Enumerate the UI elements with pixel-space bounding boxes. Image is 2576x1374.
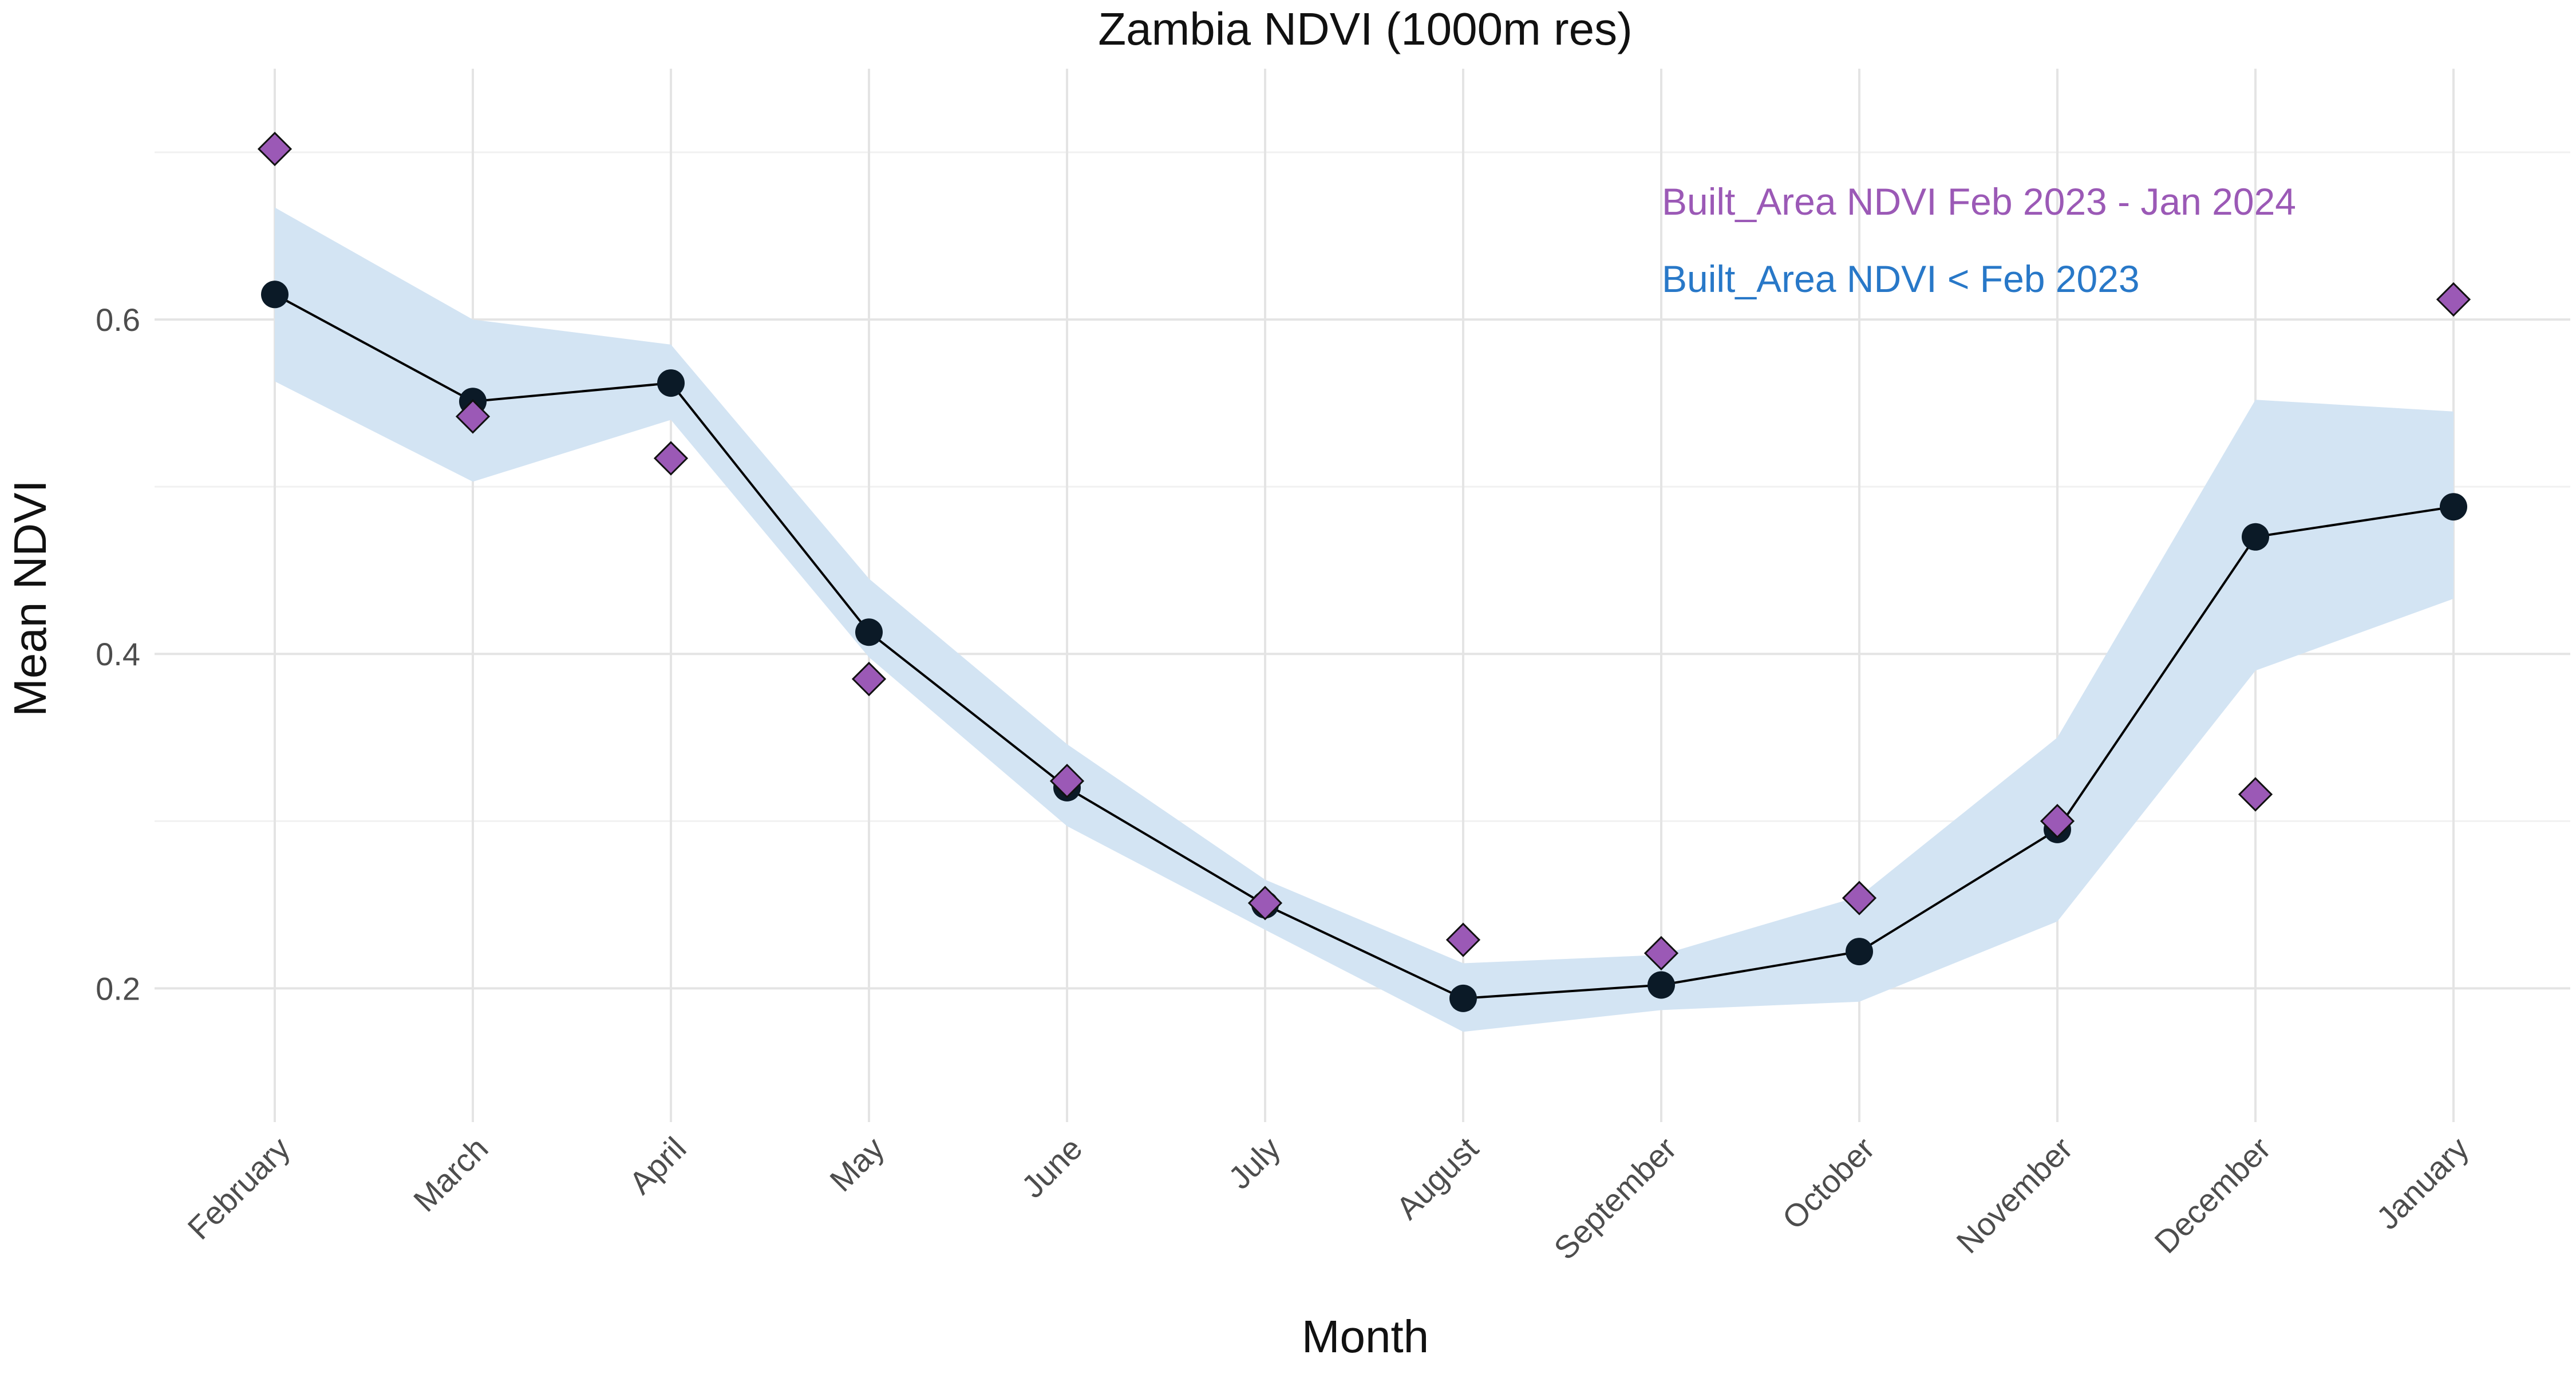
current-point [1445,922,1481,957]
current-point [257,132,293,167]
baseline-point [1449,984,1477,1012]
x-tick-label: August [1389,1130,1485,1226]
baseline-series-line [274,293,2454,1000]
series-lines [274,293,2454,1000]
data-points [257,132,2471,1012]
current-point [455,399,491,434]
legend-label-baseline: Built_Area NDVI < Feb 2023 [1662,258,2140,300]
x-tick-label: June [1014,1130,1089,1205]
x-tick-label: April [622,1130,693,1201]
confidence-band [275,207,2453,1032]
x-axis-title: Month [1302,1311,1429,1362]
x-tick-label: January [2369,1130,2475,1236]
chart-title: Zambia NDVI (1000m res) [1098,3,1633,54]
current-point [2238,777,2273,812]
current-point [1842,881,1877,915]
baseline-point [657,369,685,397]
x-tick-label: March [406,1130,495,1219]
current-point [653,441,689,476]
x-tick-label: September [1547,1130,1683,1266]
baseline-point [1647,971,1675,999]
x-tick-label: December [2147,1130,2277,1260]
ndvi-range-band [275,207,2453,1032]
baseline-point [1846,938,1873,966]
x-tick-label: July [1222,1130,1287,1196]
x-tick-label: February [180,1130,297,1246]
current-point [851,661,887,697]
current-point [1643,935,1679,971]
legend-label-current: Built_Area NDVI Feb 2023 - Jan 2024 [1662,180,2296,223]
current-point [2436,282,2471,317]
baseline-point [2440,493,2467,521]
y-tick-label: 0.6 [96,302,140,338]
x-tick-label: November [1949,1130,2079,1260]
legend: Built_Area NDVI Feb 2023 - Jan 2024 Buil… [1662,180,2296,300]
current-point [1049,764,1085,799]
y-tick-label: 0.2 [96,970,140,1006]
baseline-point [855,618,883,646]
x-tick-label: May [823,1130,891,1198]
baseline-point [2242,523,2269,551]
y-axis-title: Mean NDVI [5,480,56,716]
current-point [1247,886,1283,921]
y-tick-label: 0.4 [96,636,140,672]
current-point [2040,804,2075,839]
x-tick-label: October [1775,1130,1881,1236]
baseline-point [261,281,289,309]
